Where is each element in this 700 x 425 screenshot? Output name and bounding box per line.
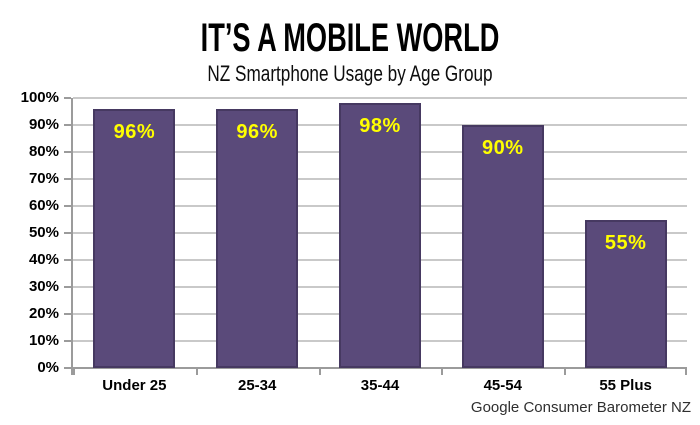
y-axis-label: 40% (28, 251, 59, 268)
y-axis-label: 100% (20, 89, 59, 106)
x-axis-label: 55 Plus (599, 377, 652, 394)
y-tick (64, 313, 71, 315)
x-tick (564, 368, 567, 375)
y-axis-label: 60% (28, 197, 59, 214)
bar: 55% (584, 219, 667, 368)
x-axis-label: 25-34 (238, 377, 277, 394)
y-axis-label: 30% (28, 278, 59, 295)
x-tick (685, 368, 687, 375)
y-axis-label: 50% (28, 224, 59, 241)
y-tick (64, 232, 71, 234)
y-tick (64, 97, 71, 99)
x-axis-label: 35-44 (360, 377, 400, 394)
chart-title: IT’S A MOBILE WORLD (200, 16, 500, 60)
y-axis-line (71, 98, 73, 375)
y-tick (64, 286, 71, 288)
y-axis-label: 0% (37, 359, 59, 376)
y-axis-label: 10% (28, 332, 59, 349)
bar: 96% (216, 108, 299, 368)
y-axis-label: 70% (28, 170, 59, 187)
y-tick (64, 151, 71, 153)
bar-data-label: 90% (482, 137, 524, 159)
source-note: Google Consumer Barometer NZ (470, 399, 691, 416)
y-axis-label: 90% (28, 116, 59, 133)
chart-subtitle: NZ Smartphone Usage by Age Group (207, 61, 493, 86)
bar-data-label: 96% (113, 120, 156, 143)
y-tick (64, 367, 71, 369)
x-axis-label: Under 25 (102, 377, 167, 394)
title-block: IT’S A MOBILE WORLD NZ Smartphone Usage … (0, 16, 700, 86)
bar: 90% (461, 125, 544, 368)
y-tick (64, 259, 71, 261)
x-tick (73, 368, 75, 375)
x-tick (441, 368, 444, 375)
x-axis-line (64, 367, 687, 369)
bar-data-label: 55% (604, 231, 647, 254)
bar: 96% (93, 108, 176, 368)
y-axis-label: 20% (28, 305, 59, 322)
bar: 98% (339, 103, 421, 368)
bar-data-label: 96% (236, 120, 278, 143)
y-tick (64, 205, 71, 207)
y-axis-label: 80% (28, 143, 59, 160)
y-tick (64, 340, 71, 342)
y-tick (64, 124, 71, 126)
plot-area: 0% 10% 20% 30% 40% 50% 60% 70% 80% 90% 100% 96% Unde… (21, 89, 687, 394)
x-tick (195, 368, 198, 375)
gridline (73, 97, 687, 99)
bar-data-label: 98% (359, 115, 401, 138)
y-tick (64, 178, 71, 180)
x-axis-label: 45-54 (483, 377, 522, 394)
x-tick (318, 368, 321, 375)
